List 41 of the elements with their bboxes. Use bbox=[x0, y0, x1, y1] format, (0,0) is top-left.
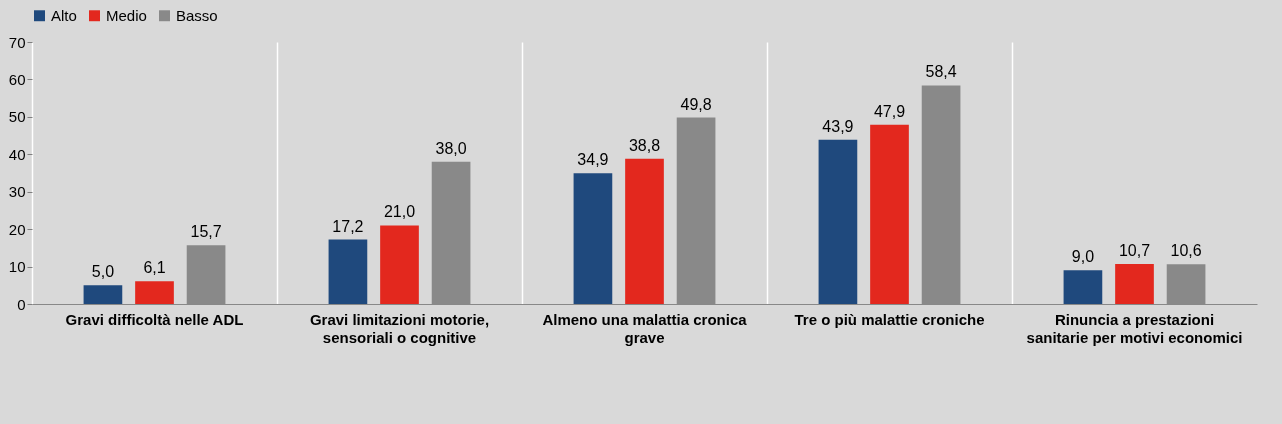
bar bbox=[380, 225, 419, 304]
data-label: 17,2 bbox=[332, 217, 364, 235]
y-tick-label: 30 bbox=[8, 183, 26, 201]
y-tick-label: 70 bbox=[8, 33, 26, 51]
x-tick-label: Almeno una malattia cronica grave bbox=[542, 310, 748, 346]
data-label: 10,7 bbox=[1118, 241, 1151, 259]
bar bbox=[135, 281, 174, 304]
data-label: 6,1 bbox=[143, 259, 166, 277]
x-tick-label: Gravi difficoltà nelle ADL bbox=[65, 310, 244, 328]
data-label: 21,0 bbox=[383, 203, 416, 221]
bar bbox=[818, 139, 858, 304]
data-label: 47,9 bbox=[873, 102, 906, 120]
data-label: 5,0 bbox=[91, 263, 115, 281]
data-label: 43,9 bbox=[822, 117, 854, 135]
legend-label: Basso bbox=[176, 6, 218, 24]
data-label: 38,0 bbox=[435, 139, 467, 157]
y-tick-label: 20 bbox=[8, 220, 26, 238]
data-label: 49,8 bbox=[680, 95, 712, 113]
bar bbox=[573, 173, 613, 304]
bar bbox=[1115, 263, 1154, 304]
y-tick-label: 50 bbox=[8, 108, 26, 126]
data-label: 9,0 bbox=[1071, 248, 1095, 266]
bar bbox=[870, 124, 909, 304]
bar bbox=[625, 158, 664, 304]
legend-label: Alto bbox=[51, 6, 77, 24]
data-label: 10,6 bbox=[1170, 242, 1202, 260]
bar bbox=[83, 285, 123, 304]
legend-label: Medio bbox=[106, 6, 147, 24]
y-tick-label: 40 bbox=[8, 145, 26, 163]
data-label: 34,9 bbox=[577, 151, 609, 169]
y-tick-label: 10 bbox=[8, 258, 26, 276]
bar bbox=[1063, 270, 1103, 304]
data-label: 58,4 bbox=[925, 63, 957, 81]
y-tick-label: 60 bbox=[8, 70, 26, 88]
x-tick-label: Tre o più malattie croniche bbox=[794, 310, 985, 328]
bar bbox=[328, 239, 368, 304]
data-label: 38,8 bbox=[628, 136, 661, 154]
x-tick-label: Rinuncia a prestazioni sanitarie per motivi economici bbox=[1026, 310, 1243, 346]
x-tick-label: Gravi limitazioni motorie, sensoriali o cognitive bbox=[309, 310, 490, 346]
data-label: 15,7 bbox=[190, 223, 222, 241]
y-tick-label: 0 bbox=[17, 295, 26, 313]
